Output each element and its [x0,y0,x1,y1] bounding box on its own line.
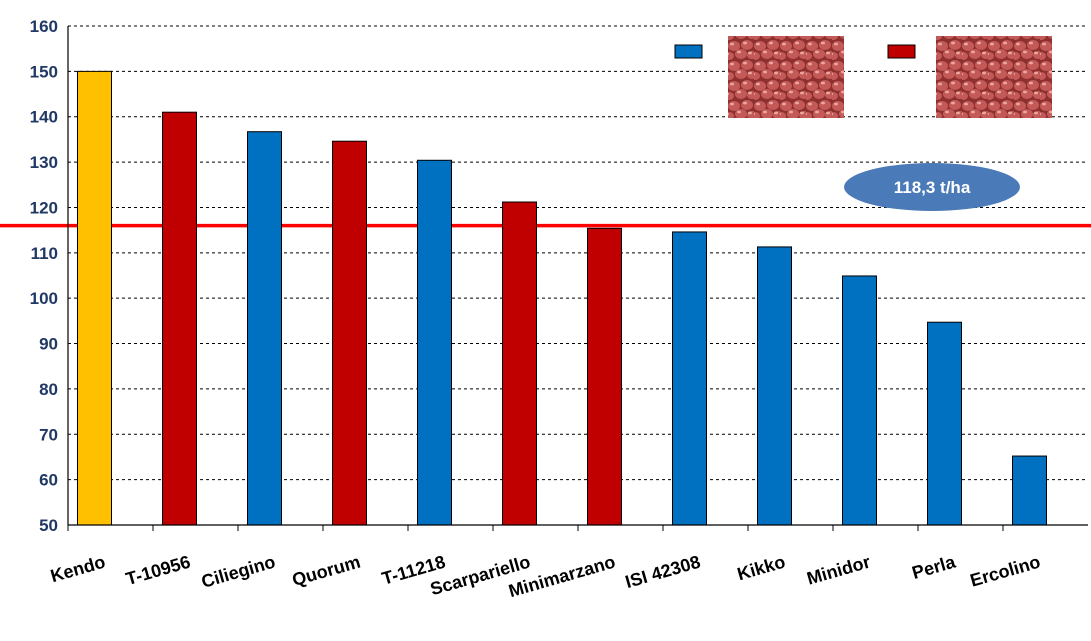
y-tick-label: 50 [39,516,58,535]
y-tick-label: 130 [30,153,58,172]
x-category-label: Ercolino [968,552,1043,591]
bar [587,227,622,526]
legend-color-key [887,44,916,59]
legend [674,36,1052,118]
x-category-label: Quorum [290,552,363,591]
x-category-label: Kikko [735,552,788,585]
x-category-label: Perla [910,551,959,583]
bar [927,321,962,526]
x-category-label: T-10956 [124,552,193,589]
y-axis-tick-labels: 50 60 70 80 90 100 110 120 130 140 150 160 [30,17,58,535]
y-tick-label: 60 [39,471,58,490]
bar [1012,455,1047,526]
bar [502,201,537,526]
y-tick-label: 110 [31,244,58,263]
y-tick-label: 140 [30,108,58,127]
bar [247,131,282,526]
bar [417,159,452,526]
x-category-label: ISI 42308 [623,552,703,592]
bar [757,246,792,526]
bar [77,70,112,526]
bar [842,275,877,526]
y-tick-label: 80 [39,380,58,399]
bar [672,231,707,526]
y-tick-label: 70 [39,425,58,444]
bar [162,111,197,526]
y-tick-label: 100 [30,289,58,308]
y-tick-label: 90 [39,335,58,354]
bar [332,140,367,526]
annotation-ellipse [844,163,1020,211]
legend-tomato-photo [728,36,844,118]
annotation-text: 118,3 t/ha [894,178,971,197]
legend-tomato-photo [936,36,1052,118]
gridlines [68,25,1088,481]
x-category-label: Ciliegino [199,552,278,592]
x-axis-category-labels: Kendo T-10956 Ciliegino Quorum T-11218Scarpa… [48,525,1043,601]
legend-color-key [674,44,703,59]
average-annotation-badge: 118,3 t/ha [844,163,1020,211]
x-category-label: Minidor [805,552,873,589]
x-category-label: Kendo [48,552,107,587]
y-tick-label: 120 [30,198,58,217]
y-tick-label: 160 [30,17,58,36]
y-tick-label: 150 [30,62,58,81]
